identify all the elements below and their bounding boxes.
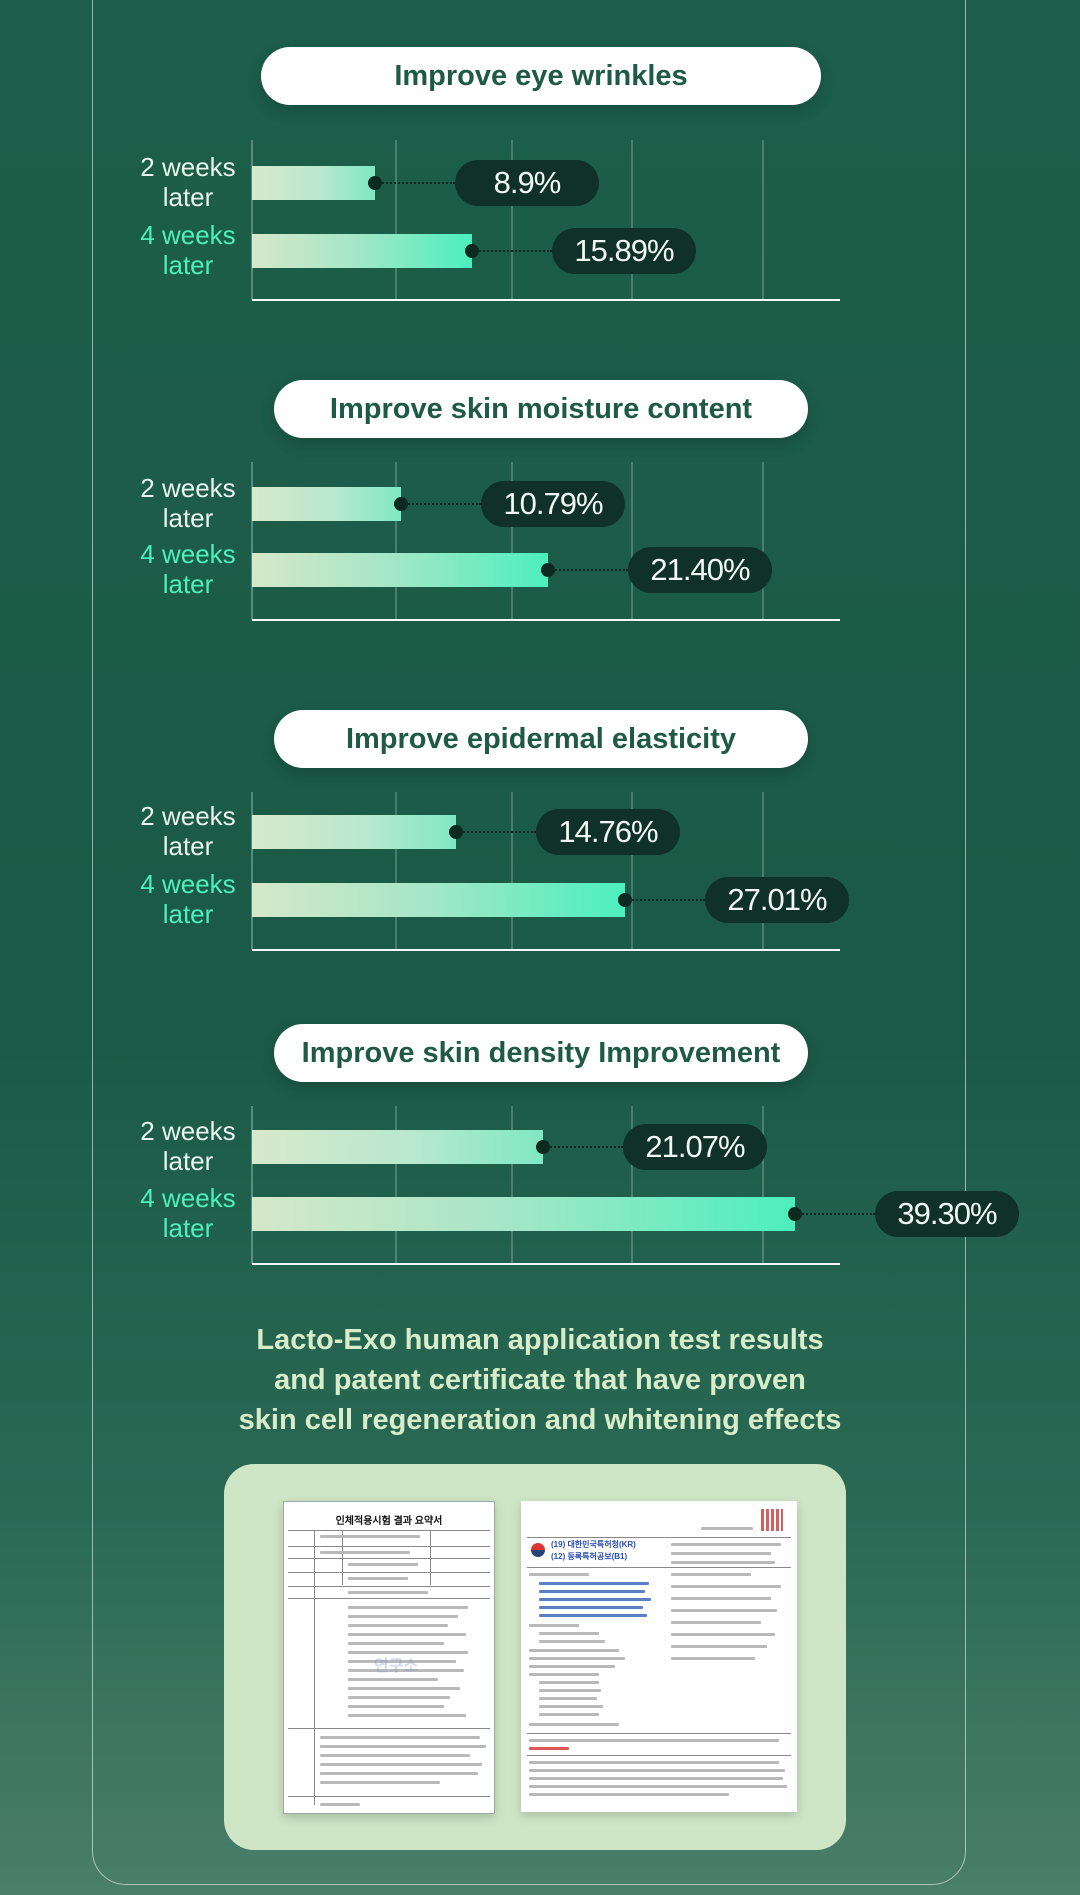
label-line: 2 weeks: [140, 801, 236, 831]
value-label: 15.89%: [552, 228, 696, 274]
label-2-weeks-later: 2 weeks later: [118, 473, 258, 533]
label-4-weeks-later: 4 weeks later: [118, 220, 258, 280]
label-2-weeks-later: 2 weeks later: [118, 801, 258, 861]
leader-line: [472, 250, 552, 252]
label-line: later: [162, 1213, 214, 1243]
leader-line: [548, 569, 628, 571]
label-line: later: [162, 1146, 214, 1176]
label-line: later: [162, 831, 214, 861]
leader-line: [375, 182, 455, 184]
label-line: 2 weeks: [140, 473, 236, 503]
bar: [252, 883, 625, 917]
label-line: 4 weeks: [140, 220, 236, 250]
korea-emblem-icon: [531, 1543, 545, 1557]
chart-title: Improve skin moisture content: [274, 380, 808, 438]
chart-title: Improve skin density Improvement: [274, 1024, 808, 1082]
leader-line: [401, 503, 481, 505]
qr-code-icon: [761, 1509, 783, 1531]
value-label: 39.30%: [875, 1191, 1019, 1237]
doc2-issuer: (19) 대한민국특허청(KR): [551, 1540, 636, 1549]
label-line: later: [162, 899, 214, 929]
value-label: 10.79%: [481, 481, 625, 527]
value-label: 21.40%: [628, 547, 772, 593]
bar: [252, 815, 456, 849]
bar: [252, 487, 401, 521]
label-4-weeks-later: 4 weeks later: [118, 1183, 258, 1243]
content-frame: [92, 0, 966, 1885]
results-headline: Lacto-Exo human application test results…: [0, 1320, 1080, 1440]
doc1-title: 인체적용시험 결과 요약서: [335, 1516, 443, 1527]
leader-line: [795, 1213, 875, 1215]
value-label: 21.07%: [623, 1124, 767, 1170]
headline-line-2: and patent certificate that have proven: [274, 1364, 806, 1396]
label-line: later: [162, 503, 214, 533]
test-result-summary-document: 인체적용시험 결과 요약서 연구소: [283, 1501, 495, 1814]
label-line: 2 weeks: [140, 152, 236, 182]
label-4-weeks-later: 4 weeks later: [118, 869, 258, 929]
bar: [252, 553, 548, 587]
label-line: 2 weeks: [140, 1116, 236, 1146]
bar: [252, 1197, 795, 1231]
leader-line: [456, 831, 536, 833]
label-line: later: [162, 250, 214, 280]
label-2-weeks-later: 2 weeks later: [118, 152, 258, 212]
headline-line-1: Lacto-Exo human application test results: [256, 1324, 824, 1356]
value-label: 8.9%: [455, 160, 599, 206]
label-4-weeks-later: 4 weeks later: [118, 539, 258, 599]
headline-line-3: skin cell regeneration and whitening eff…: [238, 1404, 842, 1436]
patent-certificate-document: (19) 대한민국특허청(KR) (12) 등록특허공보(B1): [521, 1501, 797, 1812]
leader-line: [625, 899, 705, 901]
bar: [252, 166, 375, 200]
label-2-weeks-later: 2 weeks later: [118, 1116, 258, 1176]
chart-title: Improve eye wrinkles: [261, 47, 821, 105]
leader-line: [543, 1146, 623, 1148]
doc1-watermark: 연구소: [374, 1658, 419, 1675]
chart-title: Improve epidermal elasticity: [274, 710, 808, 768]
label-line: later: [162, 182, 214, 212]
value-label: 27.01%: [705, 877, 849, 923]
doc2-type: (12) 등록특허공보(B1): [551, 1552, 628, 1561]
label-line: 4 weeks: [140, 869, 236, 899]
label-line: 4 weeks: [140, 1183, 236, 1213]
label-line: later: [162, 569, 214, 599]
value-label: 14.76%: [536, 809, 680, 855]
bar: [252, 1130, 543, 1164]
label-line: 4 weeks: [140, 539, 236, 569]
bar: [252, 234, 472, 268]
